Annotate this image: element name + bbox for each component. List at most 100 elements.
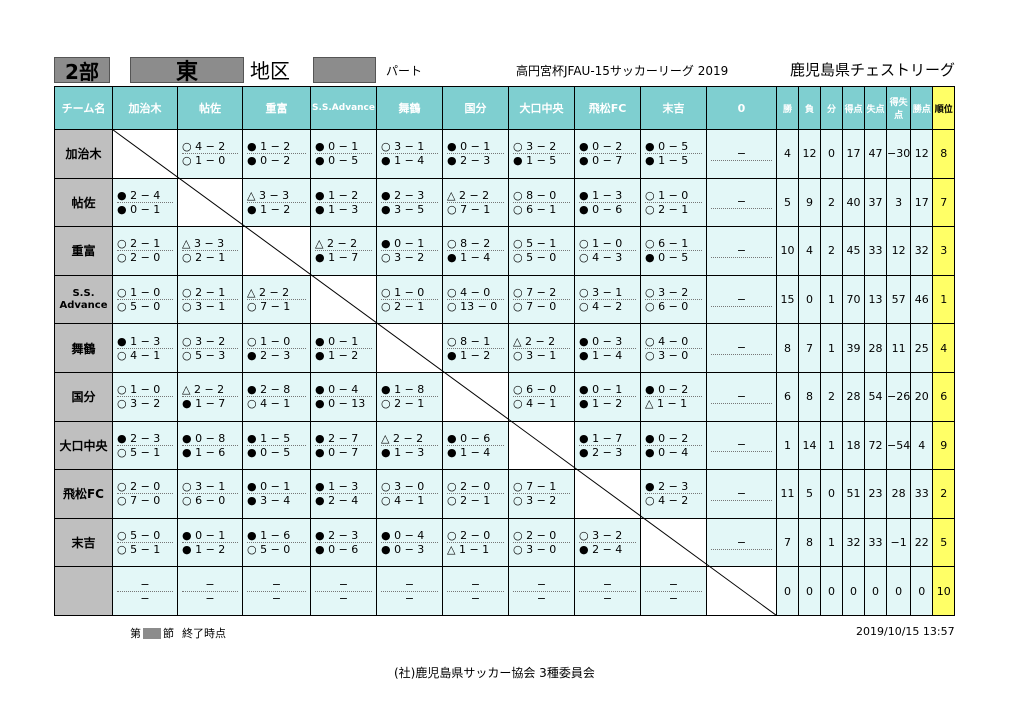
- self-match-cell: [376, 323, 443, 373]
- match-score: ○ 4 − 2: [645, 493, 702, 507]
- match-score: ○ 2 − 0: [117, 250, 173, 264]
- column-header: 順位: [932, 86, 956, 130]
- match-result: ● 0 − 2 △ 1 − 1: [640, 371, 707, 422]
- stat-value: 0: [820, 469, 843, 519]
- stat-value: 12: [885, 226, 912, 276]
- match-result: − −: [376, 566, 443, 616]
- match-score: [711, 499, 772, 501]
- column-header: 末吉: [640, 86, 707, 130]
- stat-value: 8: [798, 371, 821, 422]
- match-score: ○ 1 − 0: [645, 188, 689, 202]
- match-score: ● 1 − 5: [645, 153, 702, 167]
- stat-value: 47: [864, 129, 887, 179]
- match-score: ○ 2 − 1: [182, 286, 226, 300]
- stat-value: 40: [842, 177, 865, 228]
- match-score: ● 1 − 8: [381, 383, 425, 397]
- match-result: △ 2 − 2 ● 1 − 3: [376, 420, 443, 471]
- column-header: 加治木: [112, 86, 178, 130]
- match-score: −: [736, 438, 747, 452]
- match-result: ● 2 − 7 ● 0 − 7: [310, 420, 377, 471]
- match-result: ○ 8 − 2 ● 1 − 4: [442, 226, 509, 276]
- stat-value: 3: [885, 177, 912, 228]
- self-match-cell: [310, 274, 377, 325]
- stat-value: 2: [820, 226, 843, 276]
- stat-value: 4: [910, 420, 934, 471]
- stat-value: 33: [910, 469, 934, 519]
- stat-value: 32: [842, 517, 865, 568]
- match-score: ● 2 − 4: [315, 493, 372, 507]
- column-header: 舞鶴: [376, 86, 443, 130]
- match-result: ● 0 − 4 ● 0 − 13: [310, 371, 377, 422]
- match-result: ● 2 − 3 ● 3 − 5: [376, 177, 443, 228]
- match-result: ● 2 − 3 ○ 5 − 1: [112, 420, 178, 471]
- match-result: ○ 2 − 0 △ 1 − 1: [442, 517, 509, 568]
- column-header: 分: [820, 86, 843, 130]
- team-name: 加治木: [54, 129, 113, 179]
- match-score: ● 1 − 7: [315, 250, 372, 264]
- match-score: −: [736, 243, 747, 257]
- match-score: −: [736, 341, 747, 355]
- match-score: ● 1 − 5: [513, 153, 570, 167]
- match-score: [711, 208, 772, 210]
- team-name: 大口中央: [54, 420, 113, 471]
- column-header: 負: [798, 86, 821, 130]
- column-header: 帖佐: [177, 86, 243, 130]
- match-result: ● 1 − 3 ● 0 − 6: [574, 177, 641, 228]
- match-score: ○ 1 − 0: [117, 286, 161, 300]
- match-score: △ 2 − 2: [447, 188, 490, 202]
- match-result: ○ 3 − 2 ○ 5 − 3: [177, 323, 243, 373]
- match-result: ● 0 − 4 ● 0 − 3: [376, 517, 443, 568]
- match-result: △ 2 − 2 ○ 7 − 1: [442, 177, 509, 228]
- stat-value: −54: [885, 420, 912, 471]
- match-score: [711, 402, 772, 404]
- match-score: −: [205, 577, 215, 591]
- match-result: ● 0 − 1 ● 1 − 2: [177, 517, 243, 568]
- stat-value: 37: [864, 177, 887, 228]
- team-row: 大口中央 ● 2 − 3 ○ 5 − 1 ● 0 − 8 ● 1 − 6 ● 1 − 5 ●…: [54, 420, 956, 471]
- stat-value: 7: [798, 323, 821, 373]
- match-result: ○ 8 − 0 ○ 6 − 1: [508, 177, 575, 228]
- stat-value: 8: [776, 323, 799, 373]
- match-result: ● 1 − 6 ○ 5 − 0: [242, 517, 311, 568]
- match-result: −: [706, 420, 777, 471]
- rank-value: 3: [932, 226, 956, 276]
- stat-value: 0: [885, 566, 912, 616]
- match-result: ○ 1 − 0 ○ 2 − 1: [640, 177, 707, 228]
- match-score: ○ 7 − 2: [513, 286, 557, 300]
- match-score: ● 0 − 6: [579, 201, 636, 216]
- match-result: ○ 2 − 1 ○ 2 − 0: [112, 226, 178, 276]
- match-score: ● 1 − 2: [182, 542, 238, 556]
- match-score: −: [447, 590, 504, 605]
- match-score: ● 2 − 3: [447, 153, 504, 167]
- match-score: ● 1 − 4: [579, 347, 636, 362]
- match-score: ○ 7 − 1: [447, 201, 504, 216]
- self-match-cell: [442, 371, 509, 422]
- match-result: ● 0 − 1 ● 0 − 5: [310, 129, 377, 179]
- match-score: [711, 451, 772, 453]
- rank-value: 5: [932, 517, 956, 568]
- stat-value: 2: [820, 177, 843, 228]
- match-score: △ 2 − 2: [513, 334, 556, 348]
- match-score: ○ 3 − 2: [381, 250, 438, 264]
- match-score: ● 2 − 4: [579, 542, 636, 556]
- match-score: [711, 159, 772, 161]
- stat-value: 12: [798, 129, 821, 179]
- stat-value: 20: [910, 371, 934, 422]
- stat-value: 0: [842, 566, 865, 616]
- match-result: ● 2 − 4 ● 0 − 1: [112, 177, 178, 228]
- match-result: − −: [112, 566, 178, 616]
- match-result: ● 1 − 3 ○ 4 − 1: [112, 323, 178, 373]
- match-score: ○ 3 − 1: [182, 480, 226, 494]
- stat-value: 32: [910, 226, 934, 276]
- match-result: ○ 4 − 2 ○ 1 − 0: [177, 129, 243, 179]
- match-result: △ 2 − 2 ● 1 − 7: [310, 226, 377, 276]
- match-result: ● 0 − 1 ● 3 − 4: [242, 469, 311, 519]
- match-score: ● 1 − 2: [247, 201, 306, 216]
- match-score: ○ 1 − 0: [579, 237, 623, 251]
- column-header: 重富: [242, 86, 311, 130]
- match-score: ● 2 − 3: [579, 444, 636, 459]
- match-result: ● 2 − 3 ● 0 − 6: [310, 517, 377, 568]
- match-score: ○ 3 − 2: [513, 140, 557, 154]
- self-match-cell: [177, 177, 243, 228]
- match-result: ● 0 − 6 ● 1 − 4: [442, 420, 509, 471]
